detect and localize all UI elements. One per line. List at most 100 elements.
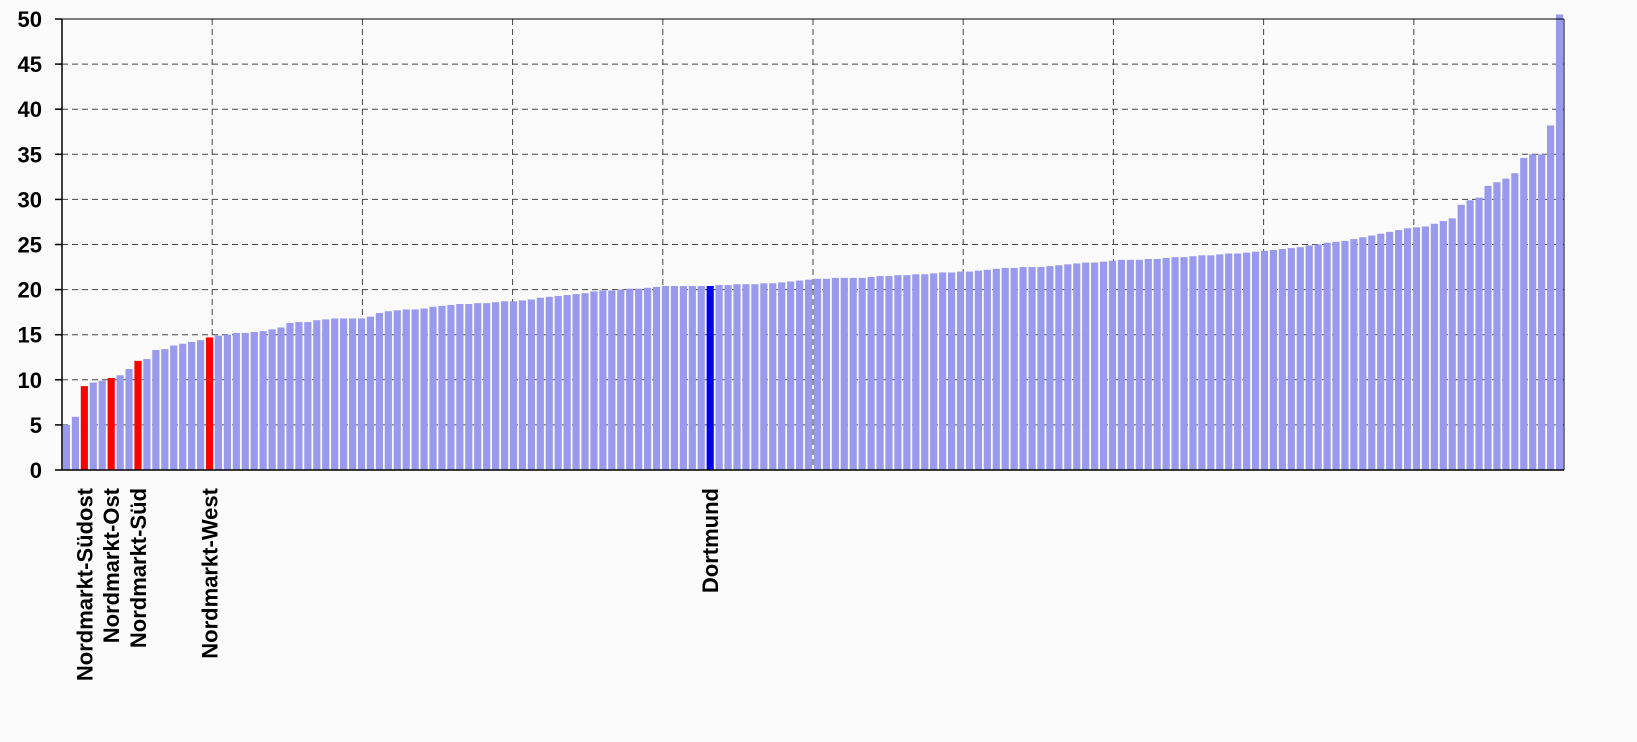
bar <box>1144 258 1152 470</box>
bar <box>232 332 240 470</box>
bar <box>71 416 79 470</box>
bar <box>259 331 267 470</box>
bar <box>80 386 88 470</box>
bar <box>751 284 759 470</box>
bar <box>1260 250 1269 470</box>
bar <box>1314 244 1322 470</box>
bar <box>992 268 1000 470</box>
bar <box>1117 259 1126 470</box>
bar <box>1529 154 1537 471</box>
bars-layer <box>62 14 1564 471</box>
bar <box>912 274 920 470</box>
bar <box>393 310 401 470</box>
axis-layer <box>55 18 1565 471</box>
bar <box>295 322 303 470</box>
bar <box>1421 226 1429 470</box>
bar <box>402 309 410 470</box>
bar <box>277 327 285 470</box>
bar <box>1046 266 1054 470</box>
bar <box>697 285 705 470</box>
bar <box>599 290 607 470</box>
bar <box>1403 228 1412 470</box>
bar <box>1082 262 1090 470</box>
bar <box>822 278 830 470</box>
bar <box>1538 154 1546 471</box>
bar <box>1332 241 1340 470</box>
bar <box>1350 239 1358 470</box>
bar <box>107 377 115 470</box>
bar <box>483 303 491 470</box>
bar <box>465 304 473 470</box>
bar <box>644 287 652 470</box>
bar <box>948 272 956 470</box>
bar <box>1064 264 1072 470</box>
bar <box>1502 178 1510 471</box>
y-tick-label: 35 <box>18 142 42 167</box>
bar <box>778 282 786 470</box>
bar <box>474 303 482 470</box>
y-tick-label: 10 <box>18 368 42 393</box>
x-category-label: Nordmarkt-Südost <box>72 487 97 681</box>
bar <box>62 424 71 470</box>
bar <box>867 276 875 470</box>
bar <box>205 337 214 470</box>
bar <box>635 288 643 470</box>
bar <box>125 368 133 470</box>
bar <box>429 306 437 470</box>
bar <box>1010 267 1018 470</box>
bar <box>357 318 366 470</box>
bar <box>626 288 634 470</box>
bar <box>197 340 205 470</box>
bar <box>1180 257 1188 470</box>
bar <box>500 301 509 470</box>
x-category-label: Dortmund <box>698 488 723 593</box>
bar <box>456 304 464 470</box>
bar <box>188 341 196 470</box>
bar <box>1520 157 1528 470</box>
bar <box>974 270 982 470</box>
bar <box>1278 249 1286 470</box>
bar <box>1055 265 1063 470</box>
bar <box>518 300 527 470</box>
bar <box>956 271 965 470</box>
bar <box>375 313 383 470</box>
bar <box>1457 204 1465 470</box>
bar <box>617 289 625 470</box>
bar <box>670 285 678 470</box>
bar <box>89 382 97 470</box>
bar <box>787 281 795 470</box>
bar <box>411 309 419 470</box>
bar <box>1216 254 1224 470</box>
bar <box>796 280 804 470</box>
bar <box>250 331 258 470</box>
y-tick-label: 5 <box>30 413 42 438</box>
x-category-label: Nordmarkt-West <box>198 487 223 658</box>
bar <box>1341 240 1349 470</box>
bar <box>1412 227 1421 470</box>
bar <box>1448 218 1456 470</box>
y-tick-label: 0 <box>30 458 42 483</box>
bar <box>438 305 446 470</box>
bar <box>509 301 518 470</box>
bar <box>1019 267 1027 470</box>
bar <box>1430 223 1438 470</box>
bar <box>903 275 911 470</box>
bar <box>1189 256 1197 470</box>
bar <box>1028 267 1036 470</box>
bar <box>688 285 696 470</box>
bar <box>241 332 249 470</box>
bar <box>170 345 178 470</box>
bar <box>536 297 544 470</box>
bar <box>661 285 670 470</box>
bar <box>715 285 723 470</box>
bar <box>849 277 857 470</box>
bar <box>1198 255 1206 470</box>
bar <box>1251 251 1260 470</box>
bar <box>1439 221 1447 470</box>
x-category-label: Nordmarkt-Ost <box>99 487 124 643</box>
bar <box>1475 197 1483 470</box>
y-tick-label: 20 <box>18 278 42 303</box>
bar <box>679 285 687 470</box>
bar <box>1073 263 1081 470</box>
